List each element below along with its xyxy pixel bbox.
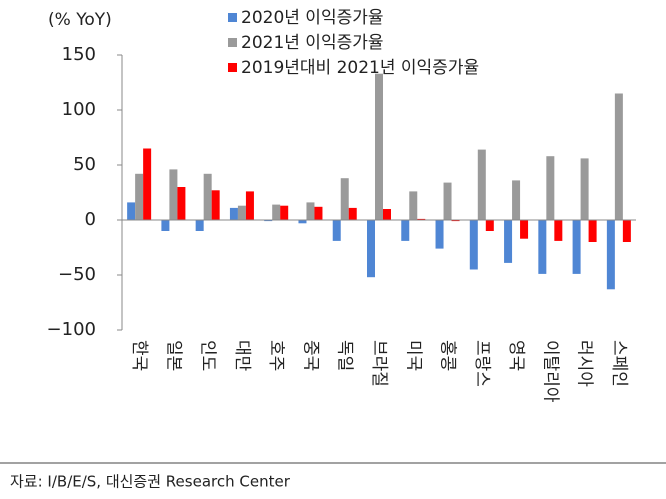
bar [229, 207, 238, 220]
bar [272, 204, 281, 220]
x-tick-label: 스페인 [609, 340, 629, 387]
x-tick-label: 중국 [300, 340, 320, 371]
source-note: 자료: I/B/E/S, 대신증권 Research Center [10, 473, 291, 491]
bar [409, 191, 418, 220]
x-tick-label: 호주 [266, 340, 286, 371]
bar [622, 220, 631, 242]
x-tick-label: 일본 [163, 340, 183, 371]
bar [520, 220, 529, 239]
bar [211, 190, 220, 220]
bar [485, 220, 494, 231]
y-tick-label: 0 [85, 209, 96, 230]
x-tick-label: 브라질 [369, 340, 389, 387]
legend-swatch [228, 63, 237, 72]
bar [614, 93, 623, 220]
bar [572, 220, 581, 274]
bar [314, 206, 323, 220]
y-tick-label: 150 [62, 44, 96, 65]
bar [512, 180, 521, 220]
x-tick-label: 이탈리아 [540, 340, 560, 403]
y-tick-label: 100 [62, 99, 96, 120]
bar [477, 149, 486, 220]
bar [298, 220, 307, 224]
legend-label: 2020년 이익증가율 [241, 8, 384, 28]
bar [367, 220, 375, 278]
bar [177, 187, 186, 220]
bar [383, 209, 391, 220]
bar [504, 220, 513, 263]
legend-swatch [228, 38, 237, 47]
y-tick-label: −50 [58, 264, 96, 285]
x-tick-label: 영국 [506, 340, 526, 371]
legend-label: 2019년대비 2021년 이익증가율 [241, 58, 479, 78]
legend-swatch [228, 13, 237, 22]
bar [237, 205, 246, 220]
bar [606, 220, 615, 290]
bar [401, 220, 410, 241]
bar [203, 173, 212, 220]
bar [435, 220, 444, 249]
bar [169, 169, 178, 220]
bar [375, 73, 383, 220]
bar [546, 156, 555, 220]
bar [451, 220, 460, 222]
bar [348, 207, 357, 220]
bar [443, 182, 452, 220]
bar [538, 220, 547, 274]
legend-label: 2021년 이익증가율 [241, 33, 384, 53]
bar [554, 220, 563, 241]
bar [127, 202, 136, 220]
bar [588, 220, 597, 242]
bar [469, 220, 478, 270]
x-tick-label: 인도 [198, 340, 218, 371]
bar [143, 148, 152, 220]
bar [161, 220, 170, 231]
x-tick-label: 홍콩 [438, 340, 458, 371]
x-tick-label: 대만 [232, 340, 252, 372]
bar [195, 220, 204, 231]
x-tick-label: 독일 [335, 340, 355, 371]
bar [135, 173, 144, 220]
y-axis-label: (% YoY) [48, 10, 112, 30]
x-tick-label: 러시아 [575, 340, 595, 387]
bar [340, 178, 349, 220]
bar [580, 158, 589, 220]
bar [417, 218, 426, 220]
y-tick-label: 50 [73, 154, 96, 175]
bar [306, 202, 315, 220]
bar [280, 205, 289, 220]
bar [245, 191, 254, 220]
bar [332, 220, 341, 241]
bar [264, 220, 273, 222]
x-tick-label: 미국 [403, 340, 423, 371]
y-tick-label: −100 [47, 319, 96, 340]
x-tick-label: 한국 [129, 340, 149, 371]
x-tick-label: 프랑스 [472, 340, 492, 387]
